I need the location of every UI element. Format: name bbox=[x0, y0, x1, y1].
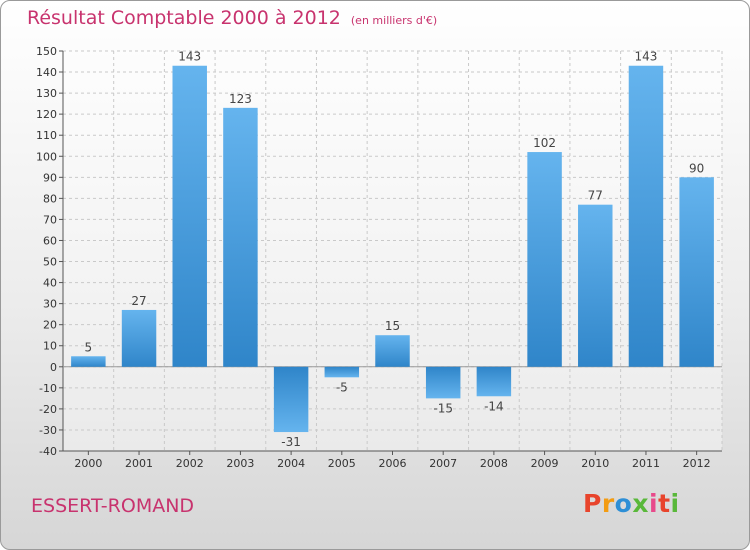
bar bbox=[578, 204, 613, 367]
y-tick-label: 0 bbox=[50, 361, 57, 374]
proxiti-logo: Proxiti bbox=[583, 489, 680, 518]
bar bbox=[324, 366, 360, 378]
bar bbox=[223, 107, 258, 367]
y-tick-label: -10 bbox=[39, 382, 57, 395]
bar bbox=[121, 309, 157, 367]
bar bbox=[476, 366, 512, 397]
data-label: 90 bbox=[689, 161, 704, 175]
y-tick-label: 40 bbox=[43, 277, 57, 290]
data-label: 5 bbox=[85, 340, 93, 354]
logo-letter: i bbox=[649, 489, 659, 518]
y-tick-label: 80 bbox=[43, 192, 57, 205]
y-tick-label: 120 bbox=[36, 108, 57, 121]
x-tick-label: 2002 bbox=[176, 457, 204, 470]
data-label: -14 bbox=[484, 399, 504, 413]
x-tick-label: 2011 bbox=[632, 457, 660, 470]
y-tick-label: 100 bbox=[36, 150, 57, 163]
bar bbox=[527, 152, 562, 367]
y-tick-label: 10 bbox=[43, 340, 57, 353]
data-label: 27 bbox=[131, 294, 146, 308]
x-tick-label: 2008 bbox=[480, 457, 508, 470]
bars bbox=[71, 65, 714, 433]
y-tick-label: 70 bbox=[43, 213, 57, 226]
y-tick-label: 110 bbox=[36, 129, 57, 142]
x-tick-label: 2003 bbox=[226, 457, 254, 470]
plot-area bbox=[63, 51, 722, 451]
y-tick-label: -40 bbox=[39, 445, 57, 458]
data-label: 143 bbox=[178, 50, 201, 64]
y-tick-label: 50 bbox=[43, 256, 57, 269]
y-tick-label: 150 bbox=[36, 45, 57, 58]
grid-lines bbox=[62, 50, 723, 452]
logo-letter: t bbox=[658, 489, 671, 518]
x-tick-label: 2005 bbox=[328, 457, 356, 470]
bar bbox=[679, 177, 714, 367]
data-label: -5 bbox=[336, 380, 348, 394]
data-label: 143 bbox=[635, 50, 658, 64]
chart-title: Résultat Comptable 2000 à 2012 (en millie… bbox=[27, 7, 437, 29]
y-tick-label: 60 bbox=[43, 234, 57, 247]
bar bbox=[71, 356, 106, 367]
x-tick-label: 2000 bbox=[74, 457, 102, 470]
x-tick-label: 2007 bbox=[429, 457, 457, 470]
chart-title-text: Résultat Comptable 2000 à 2012 bbox=[27, 7, 341, 29]
bar bbox=[628, 65, 664, 367]
y-tick-label: 90 bbox=[43, 171, 57, 184]
y-tick-label: -20 bbox=[39, 403, 57, 416]
x-tick-label: 2004 bbox=[277, 457, 305, 470]
bar bbox=[273, 366, 309, 433]
logo-letter: r bbox=[601, 489, 615, 518]
x-tick-label: 2009 bbox=[531, 457, 559, 470]
y-tick-label: 130 bbox=[36, 87, 57, 100]
data-label: 77 bbox=[588, 189, 603, 203]
bar bbox=[172, 65, 207, 367]
labels: -40 -30 -20 -10 0 10 20 30 40 50 60 70 80 90 100 110 120… bbox=[36, 45, 711, 470]
data-label: 102 bbox=[533, 136, 556, 150]
commune-name: ESSERT-ROMAND bbox=[31, 495, 195, 517]
logo-letter: x bbox=[632, 489, 649, 518]
y-tick-label: 20 bbox=[43, 319, 57, 332]
y-tick-label: 30 bbox=[43, 298, 57, 311]
y-tick-label: -30 bbox=[39, 424, 57, 437]
chart-subtitle: (en milliers d'€) bbox=[350, 14, 438, 27]
data-label: -31 bbox=[281, 435, 301, 449]
data-label: -15 bbox=[433, 401, 453, 415]
x-tick-label: 2006 bbox=[379, 457, 407, 470]
data-label: 15 bbox=[385, 319, 400, 333]
bar bbox=[425, 366, 461, 399]
y-tick-label: 140 bbox=[36, 66, 57, 79]
logo-letter: P bbox=[583, 489, 602, 518]
logo-letter: o bbox=[614, 489, 633, 518]
x-tick-label: 2010 bbox=[581, 457, 609, 470]
x-tick-label: 2012 bbox=[683, 457, 711, 470]
bar bbox=[375, 335, 410, 367]
data-label: 123 bbox=[229, 92, 252, 106]
x-tick-label: 2001 bbox=[125, 457, 153, 470]
logo-letter: i bbox=[670, 489, 680, 518]
